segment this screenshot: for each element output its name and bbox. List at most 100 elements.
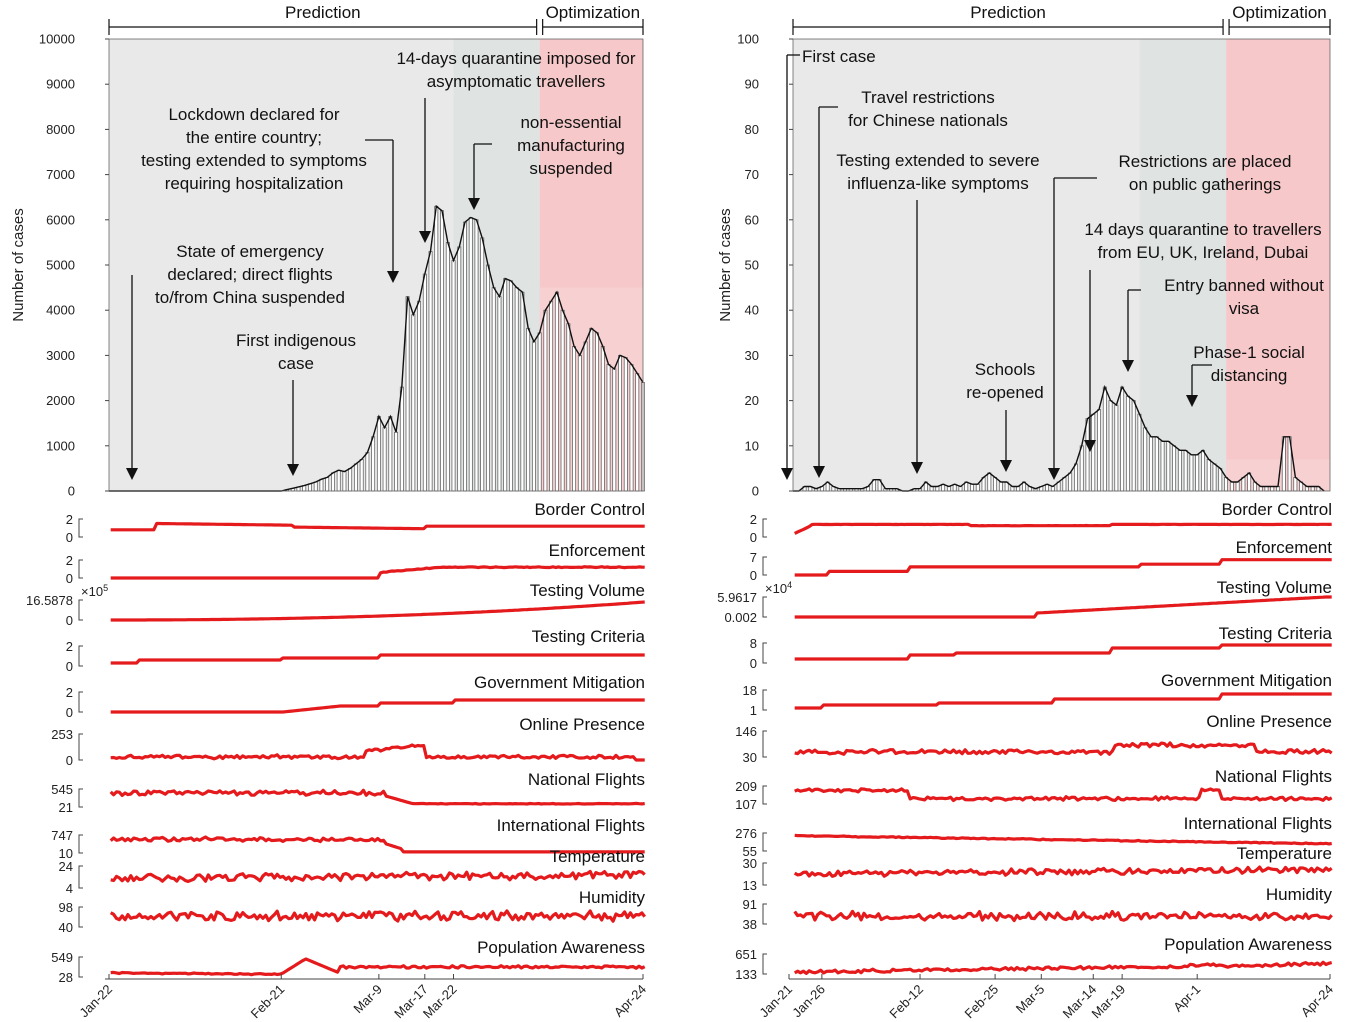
case-bar <box>629 364 634 492</box>
y-tick-label: 7000 <box>46 167 75 182</box>
indicator-enforcement: Enforcement 7 0 <box>750 538 1333 583</box>
indicator-government-mitigation: Government Mitigation 18 1 <box>743 671 1332 718</box>
case-bar <box>577 355 582 492</box>
indicator-label: National Flights <box>528 770 645 789</box>
indicator-axis <box>78 733 83 761</box>
case-bar <box>474 219 479 492</box>
indicator-label: Testing Volume <box>1217 578 1332 597</box>
y-tick-label: 40 <box>745 303 759 318</box>
annotation-text: for Chinese nationals <box>848 111 1008 130</box>
case-bar <box>612 368 617 492</box>
indicator-line <box>110 743 645 762</box>
indicator-tick-max: 2 <box>66 639 73 654</box>
x-tick-label: Jan-26 <box>789 982 828 1021</box>
indicator-tick-max: 18 <box>743 683 757 698</box>
annotation: non-essential manufacturing suspended <box>468 113 625 210</box>
annotation-arrow-head <box>813 466 825 478</box>
indicator-tick-max: 30 <box>743 856 757 871</box>
case-bar <box>537 332 542 492</box>
y-tick-label: 0 <box>68 484 75 499</box>
annotation-text: distancing <box>1211 366 1288 385</box>
indicator-label: Enforcement <box>549 541 646 560</box>
case-bar <box>543 309 548 492</box>
y-tick-label: 1000 <box>46 438 75 453</box>
indicator-label: Government Mitigation <box>1161 671 1332 690</box>
case-bar <box>987 472 992 492</box>
indicator-international-flights: International Flights 276 55 <box>735 814 1332 859</box>
x-tick-label: Feb-12 <box>886 982 926 1022</box>
indicator-axis <box>762 689 767 711</box>
prediction-shade <box>109 39 454 491</box>
case-bar <box>1085 418 1090 492</box>
case-bar <box>382 427 387 492</box>
case-bar <box>1073 463 1078 492</box>
indicator-tick-min: 0 <box>66 613 73 628</box>
case-bar <box>1212 463 1217 492</box>
y-axis-label: Number of cases <box>717 208 734 321</box>
indicator-axis <box>762 518 767 538</box>
prediction-shade-dark <box>1139 39 1227 491</box>
case-bar <box>394 431 399 492</box>
indicator-axis <box>78 906 83 928</box>
indicator-line <box>794 741 1333 756</box>
annotation-text: manufacturing <box>517 136 625 155</box>
indicator-label: Population Awareness <box>477 938 645 957</box>
indicator-testing-volume: Testing Volume 16.5878 0 ×105 <box>26 581 645 628</box>
y-tick-label: 9000 <box>46 77 75 92</box>
case-bar <box>595 332 599 492</box>
case-bar <box>1195 454 1200 492</box>
case-bar <box>353 463 358 492</box>
annotation-arrow-head <box>1122 360 1134 372</box>
annotation-text: the entire country; <box>186 128 322 147</box>
annotation-arrow-head <box>419 231 431 243</box>
indicator-tick-min: 0 <box>66 571 73 586</box>
indicator-tick-min: 38 <box>743 917 757 932</box>
indicator-line <box>793 865 1333 878</box>
annotation-text: Restrictions are placed <box>1119 152 1292 171</box>
case-bar <box>331 472 335 492</box>
y-tick-label: 4000 <box>46 303 75 318</box>
case-bar <box>526 327 531 492</box>
indicator-line <box>110 600 645 622</box>
indicator-tick-min: 0.002 <box>724 610 757 625</box>
indicator-tick-min: 40 <box>59 920 73 935</box>
annotation-text: case <box>278 354 314 373</box>
annotation-text: asymptomatic travellers <box>427 72 606 91</box>
indicator-tick-max: 7 <box>750 550 757 565</box>
annotation: 14-days quarantine imposed for asymptomat… <box>396 49 636 243</box>
indicator-international-flights: International Flights 747 10 <box>51 816 645 861</box>
case-bar <box>1293 477 1298 492</box>
case-bar <box>1143 427 1148 492</box>
annotation: State of emergency declared; direct fligh… <box>126 242 345 480</box>
case-bar <box>589 327 594 492</box>
case-bar <box>434 205 439 492</box>
case-bar <box>405 296 410 492</box>
annotation-text: Travel restrictions <box>861 88 995 107</box>
x-tick-label: Mar-9 <box>350 982 385 1017</box>
annotation-arrow-head <box>468 198 480 210</box>
indicator-line <box>110 698 645 714</box>
annotation-arrow-head <box>1048 468 1060 480</box>
annotation-text: Schools <box>975 360 1035 379</box>
indicator-exponent-power: 4 <box>787 580 792 590</box>
case-bar <box>468 217 473 492</box>
case-bar <box>1201 449 1205 492</box>
case-bar <box>1125 395 1130 492</box>
indicator-axis <box>762 785 767 805</box>
indicator-tick-max: 276 <box>735 826 757 841</box>
indicator-axis <box>78 691 83 713</box>
indicator-tick-min: 107 <box>735 797 757 812</box>
indicator-enforcement: Enforcement 2 0 <box>66 541 646 586</box>
indicator-exponent: ×104 <box>765 580 792 596</box>
annotation-text: from EU, UK, Ireland, Dubai <box>1098 243 1309 262</box>
x-tick-label: Apr-24 <box>1298 982 1336 1020</box>
indicator-axis <box>762 953 767 975</box>
annotation-arrow-head <box>387 271 399 283</box>
y-tick-label: 100 <box>737 32 759 47</box>
y-tick-label: 80 <box>745 122 759 137</box>
case-bar <box>606 364 611 492</box>
case-bar <box>440 210 444 492</box>
indicator-tick-min: 4 <box>66 881 73 896</box>
case-bar <box>463 221 467 492</box>
case-bar <box>1097 409 1101 492</box>
